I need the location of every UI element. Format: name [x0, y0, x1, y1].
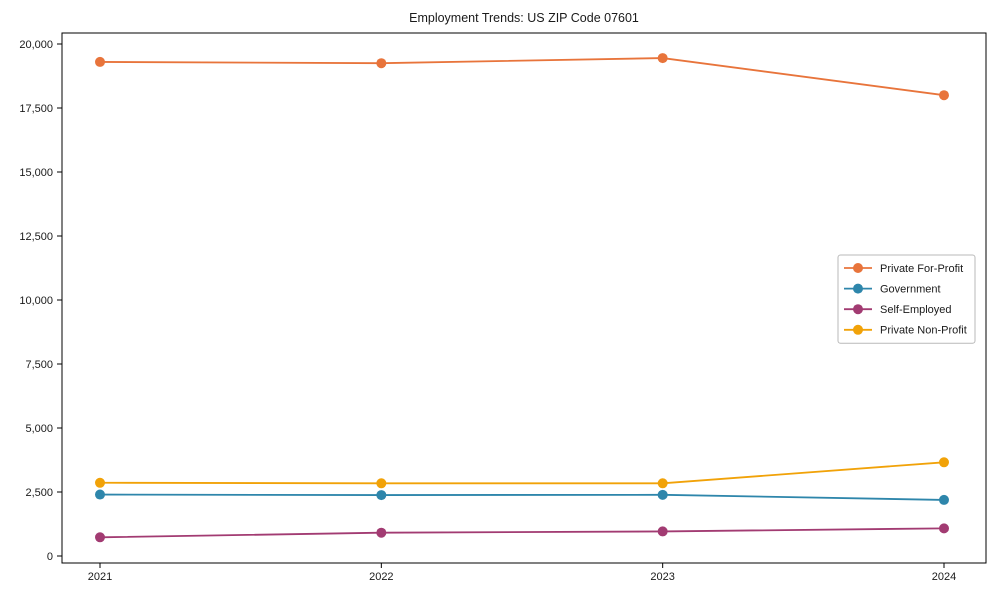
x-axis-tick-label: 2023 [650, 571, 674, 583]
chart-title: Employment Trends: US ZIP Code 07601 [409, 11, 639, 25]
series-line-private-for-profit [99, 57, 945, 97]
data-point-government-2021 [95, 489, 105, 500]
legend-box [837, 254, 976, 344]
data-point-self-employed-2022 [376, 527, 387, 538]
y-axis-tick-label: 2,500 [25, 487, 53, 499]
data-point-self-employed-2023 [657, 526, 668, 537]
series-line-government [99, 493, 945, 501]
y-axis-tick-label: 15,000 [19, 167, 53, 179]
legend-label-private-non-profit: Private Non-Profit [880, 325, 967, 337]
y-axis-tick-label: 12,500 [19, 231, 53, 243]
legend-marker-icon-private-non-profit [853, 324, 863, 335]
x-axis-tick-label: 2024 [932, 571, 956, 583]
data-point-private-for-profit-2021 [95, 56, 105, 67]
data-point-private-for-profit-2024 [939, 90, 949, 101]
legend-label-private-for-profit: Private For-Profit [880, 263, 963, 275]
data-point-government-2024 [939, 494, 949, 505]
y-axis-tick-label: 17,500 [19, 103, 53, 115]
data-point-private-for-profit-2023 [657, 53, 668, 64]
data-point-private-non-profit-2024 [939, 457, 949, 468]
y-axis-tick-label: 0 [47, 551, 53, 563]
y-axis-tick-label: 10,000 [19, 295, 53, 307]
legend-marker-icon-self-employed [853, 304, 863, 315]
data-point-private-non-profit-2023 [657, 478, 668, 489]
data-point-government-2023 [657, 489, 668, 500]
y-axis-tick-label: 5,000 [25, 423, 53, 435]
data-point-self-employed-2021 [95, 532, 105, 543]
series-line-self-employed [99, 527, 945, 539]
plot-frame [61, 32, 987, 564]
data-point-private-non-profit-2022 [376, 478, 387, 489]
y-axis-tick-label: 7,500 [25, 359, 53, 371]
legend-marker-icon-government [853, 283, 863, 294]
legend-label-self-employed: Self-Employed [880, 304, 952, 316]
x-axis-tick-label: 2022 [369, 571, 393, 583]
data-point-private-non-profit-2021 [95, 477, 105, 488]
x-axis-tick-label: 2021 [88, 571, 112, 583]
series-line-private-non-profit [99, 461, 945, 485]
data-point-government-2022 [376, 490, 387, 501]
data-point-private-for-profit-2022 [376, 58, 387, 69]
legend-label-government: Government [880, 283, 941, 295]
legend: Private For-Profit Government Self-Employe… [837, 254, 976, 344]
y-axis-tick-label: 20,000 [19, 39, 53, 51]
legend-marker-icon-private-for-profit [853, 263, 863, 273]
data-point-self-employed-2024 [939, 523, 949, 534]
